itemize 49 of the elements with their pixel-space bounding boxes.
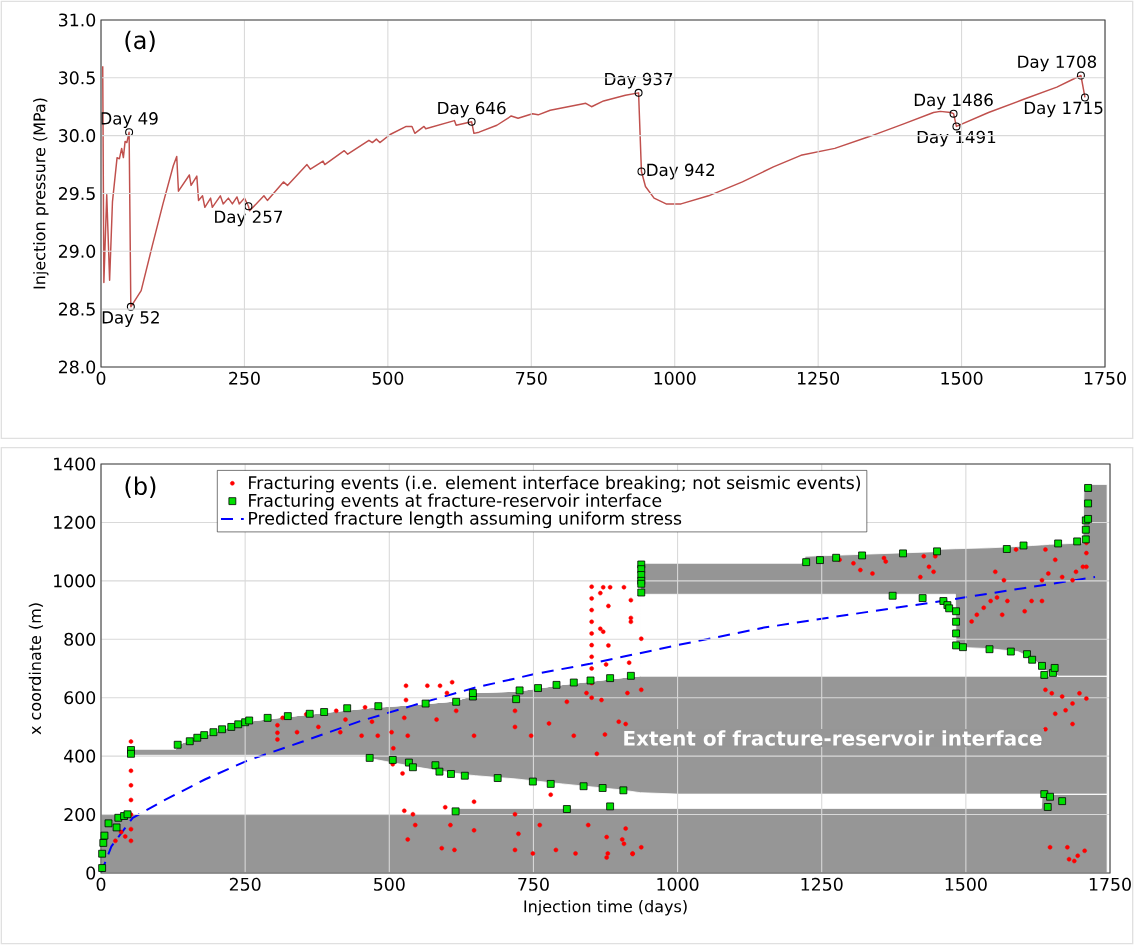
x-tick-label: 1250 bbox=[801, 877, 843, 891]
annotation: Day 937 bbox=[605, 72, 673, 89]
annotation: (a) bbox=[125, 30, 155, 53]
annotation: Day 1708 bbox=[1018, 55, 1097, 72]
annotation: Extent of fracture-reservoir interface bbox=[624, 730, 1042, 746]
x-tick-label: 1500 bbox=[941, 371, 983, 385]
y-tick-label: 30.0 bbox=[59, 129, 96, 143]
y-tick-label: 28.5 bbox=[58, 302, 95, 316]
y-tick-label: 600 bbox=[64, 691, 96, 705]
y-tick-label: 29.0 bbox=[58, 244, 96, 258]
x-tick-label: 0 bbox=[96, 371, 106, 385]
x-tick-label: 1000 bbox=[657, 877, 699, 891]
y-axis-title: x coordinate (m) bbox=[28, 603, 44, 735]
x-tick-label: 750 bbox=[518, 877, 549, 891]
y-tick-label: 1200 bbox=[54, 515, 96, 529]
annotation: Day 1715 bbox=[1024, 101, 1103, 118]
y-tick-label: 800 bbox=[64, 632, 96, 646]
x-tick-label: 250 bbox=[229, 877, 261, 891]
x-tick-label: 1750 bbox=[1084, 371, 1126, 385]
annotation: Day 942 bbox=[647, 163, 715, 180]
x-tick-label: 1250 bbox=[798, 371, 840, 385]
x-tick-label: 500 bbox=[372, 371, 404, 385]
legend-label: Predicted fracture length assuming uniform stress bbox=[249, 511, 682, 529]
y-axis-title: Injection pressure (MPa) bbox=[33, 98, 49, 289]
annotation: Day 1486 bbox=[914, 93, 993, 110]
x-tick-label: 750 bbox=[516, 371, 547, 385]
annotation: Day 52 bbox=[102, 311, 159, 327]
y-tick-label: 29.5 bbox=[58, 186, 95, 201]
annotation: Day 646 bbox=[438, 101, 506, 118]
x-tick-label: 1500 bbox=[945, 877, 987, 891]
y-tick-label: 31.0 bbox=[59, 13, 96, 27]
y-tick-label: 28.0 bbox=[58, 360, 96, 374]
y-tick-label: 200 bbox=[64, 808, 96, 822]
x-tick-label: 500 bbox=[374, 877, 405, 891]
y-tick-label: 400 bbox=[64, 749, 96, 763]
x-tick-label: 250 bbox=[229, 371, 260, 385]
annotation: (b) bbox=[125, 476, 156, 498]
legend-label: Fracturing events at fracture-reservoir interface bbox=[249, 493, 662, 511]
legend-label: Fracturing events (i.e. element interface breaking; not seismic events) bbox=[249, 475, 861, 493]
annotation: Day 49 bbox=[101, 112, 158, 128]
x-axis-title: Injection time (days) bbox=[524, 899, 687, 916]
x-tick-label: 0 bbox=[96, 877, 106, 891]
y-tick-label: 30.5 bbox=[59, 71, 95, 85]
y-tick-label: 0 bbox=[86, 866, 96, 880]
annotation: Day 257 bbox=[215, 210, 283, 227]
y-tick-label: 1400 bbox=[54, 457, 96, 471]
x-tick-label: 1000 bbox=[654, 371, 696, 385]
x-tick-label: 1750 bbox=[1089, 877, 1131, 891]
y-tick-label: 1000 bbox=[54, 574, 96, 588]
